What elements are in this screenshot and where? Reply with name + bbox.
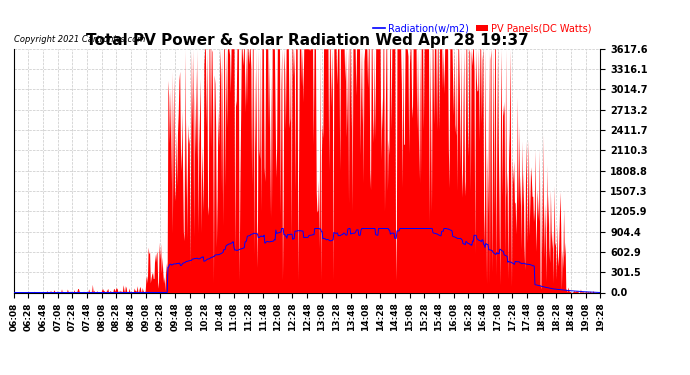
Title: Total PV Power & Solar Radiation Wed Apr 28 19:37: Total PV Power & Solar Radiation Wed Apr…: [86, 33, 529, 48]
Legend: Radiation(w/m2), PV Panels(DC Watts): Radiation(w/m2), PV Panels(DC Watts): [369, 20, 595, 37]
Text: Copyright 2021 Cartronics.com: Copyright 2021 Cartronics.com: [14, 35, 145, 44]
